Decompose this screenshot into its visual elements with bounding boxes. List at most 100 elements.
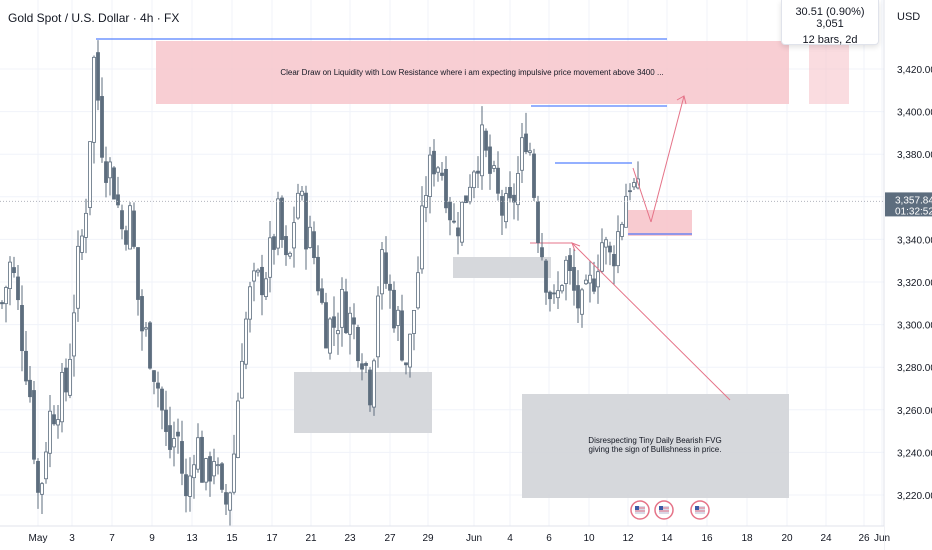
demand-zone bbox=[294, 372, 432, 433]
candle-body bbox=[268, 237, 272, 278]
candle-body bbox=[120, 210, 124, 230]
candle-body bbox=[456, 227, 460, 237]
candle-body bbox=[476, 170, 480, 174]
candle-body bbox=[392, 289, 396, 329]
symbol-title[interactable]: Gold Spot / U.S. Dollar · 4h · FX bbox=[8, 11, 180, 25]
candle-body bbox=[364, 363, 368, 366]
time-tick-label: Jun bbox=[466, 533, 482, 544]
demand-zone bbox=[453, 257, 551, 278]
candle-body bbox=[404, 362, 408, 366]
candle-body bbox=[340, 288, 344, 328]
candle-body bbox=[216, 464, 220, 467]
candle-body bbox=[280, 197, 284, 240]
candle-body bbox=[60, 371, 64, 423]
candle-body bbox=[580, 289, 584, 315]
candle-body bbox=[200, 436, 204, 483]
us-flag-icon bbox=[659, 506, 663, 510]
price-tick-label: 3,220.00 bbox=[897, 491, 932, 502]
candle-body bbox=[180, 441, 184, 474]
candle-body bbox=[408, 333, 412, 368]
candle-body bbox=[252, 270, 256, 282]
price-tick-label: 3,400.00 bbox=[897, 108, 932, 119]
last-price-badge bbox=[885, 192, 932, 217]
fvg-note-line1: Disrespecting Tiny Daily Bearish FVG bbox=[588, 436, 721, 445]
candle-body bbox=[176, 431, 180, 437]
time-tick-label: 13 bbox=[186, 533, 198, 544]
candle-body bbox=[596, 271, 600, 288]
time-tick-label: 26 bbox=[858, 533, 870, 544]
candle-body bbox=[540, 247, 544, 258]
price-tick-label: 3,300.00 bbox=[897, 321, 932, 332]
candle-body bbox=[532, 153, 536, 198]
candle-body bbox=[480, 124, 484, 177]
candle-body bbox=[236, 400, 240, 458]
candle-body bbox=[196, 437, 200, 470]
candle-body bbox=[604, 239, 608, 248]
candle-body bbox=[220, 463, 224, 490]
candle-body bbox=[396, 309, 400, 326]
price-tick-label: 3,340.00 bbox=[897, 235, 932, 246]
candle-body bbox=[256, 269, 260, 273]
measure-tooltip: 30.51 (0.90%) 3,051 12 bars, 2d bbox=[781, 0, 879, 46]
time-tick-label: 16 bbox=[701, 533, 713, 544]
us-flag-icon bbox=[635, 506, 645, 514]
candle-body bbox=[524, 133, 528, 153]
candle-body bbox=[264, 278, 268, 298]
last-price-value: 3,357.84 bbox=[895, 195, 932, 206]
candle-body bbox=[432, 150, 436, 175]
fvg-note-line2: giving the sign of Bullishness in price. bbox=[589, 445, 722, 454]
candle-body bbox=[332, 316, 336, 328]
candle-body bbox=[8, 261, 12, 290]
candle-body bbox=[212, 461, 216, 477]
candle-body bbox=[508, 187, 512, 199]
candle-body bbox=[516, 173, 520, 206]
projection-arrow bbox=[650, 95, 685, 223]
candle-body bbox=[72, 312, 76, 357]
currency-selector[interactable]: USD bbox=[897, 11, 921, 23]
time-tick-label: 21 bbox=[305, 533, 317, 544]
time-tick-label: May bbox=[29, 533, 48, 544]
candle-body bbox=[460, 201, 464, 243]
candle-body bbox=[428, 154, 432, 197]
time-axis bbox=[0, 526, 884, 550]
candle-body bbox=[96, 52, 100, 101]
candle-body bbox=[76, 245, 80, 309]
candle-body bbox=[560, 285, 564, 292]
candle-body bbox=[244, 318, 248, 365]
candle-body bbox=[592, 278, 596, 292]
time-tick-label: 4 bbox=[507, 533, 513, 544]
price-tick-label: 3,280.00 bbox=[897, 363, 932, 374]
measure-bars: 12 bars, 2d bbox=[802, 34, 858, 46]
candle-body bbox=[136, 247, 140, 300]
candle-body bbox=[168, 425, 172, 450]
candle-body bbox=[12, 267, 16, 274]
candle-body bbox=[356, 326, 360, 362]
candle-body bbox=[500, 196, 504, 216]
candle-body bbox=[600, 242, 604, 272]
candle-body bbox=[172, 438, 176, 448]
candle-body bbox=[564, 259, 568, 284]
candle-body bbox=[616, 231, 620, 267]
candle-body bbox=[16, 276, 20, 301]
candle-body bbox=[40, 483, 44, 495]
candle-body bbox=[448, 201, 452, 221]
candle-body bbox=[112, 167, 116, 200]
candle-body bbox=[632, 182, 636, 188]
candle-body bbox=[380, 249, 384, 295]
time-tick-label: 17 bbox=[266, 533, 278, 544]
candle-body bbox=[192, 464, 196, 479]
candle-body bbox=[204, 458, 208, 483]
candle-body bbox=[272, 236, 276, 250]
candle-body bbox=[64, 367, 68, 393]
us-flag-icon bbox=[695, 506, 699, 510]
candle-body bbox=[492, 165, 496, 169]
candle-body bbox=[152, 370, 156, 382]
time-tick-label: 7 bbox=[109, 533, 115, 544]
candle-body bbox=[444, 168, 448, 209]
candle-body bbox=[572, 266, 576, 291]
candle-body bbox=[316, 256, 320, 292]
candle-body bbox=[556, 290, 560, 299]
candle-body bbox=[620, 223, 624, 237]
candle-body bbox=[28, 379, 32, 398]
